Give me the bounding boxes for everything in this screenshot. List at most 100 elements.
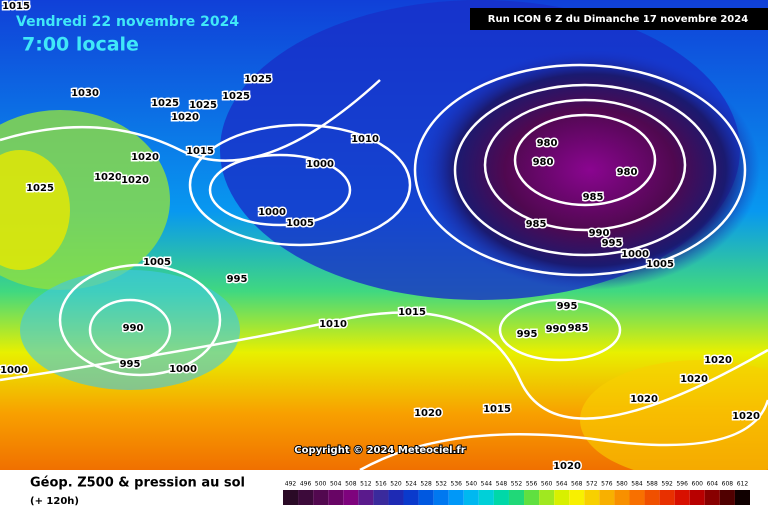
legend-swatch: [478, 490, 494, 505]
field: [20, 270, 240, 390]
legend-swatch: [448, 490, 464, 505]
legend-swatch: [463, 490, 479, 505]
legend-label: 524: [405, 481, 417, 488]
legend-swatch: [689, 490, 705, 505]
isobar-label: 995: [227, 274, 248, 285]
isobar-label: 990: [589, 228, 610, 239]
legend-swatch: [403, 490, 419, 505]
footer-title: Géop. Z500 & pression au sol: [30, 476, 245, 491]
legend-label: 560: [541, 481, 553, 488]
legend-label: 568: [571, 481, 583, 488]
legend-label: 580: [616, 481, 628, 488]
isobar-label: 1000: [169, 364, 197, 375]
isobar-label: 1015: [483, 404, 511, 415]
legend-swatch: [418, 490, 434, 505]
isobar-label: 980: [533, 157, 554, 168]
isobar-label: 995: [517, 329, 538, 340]
legend-label: 548: [496, 481, 508, 488]
isobar-label: 1025: [189, 100, 217, 111]
isobar-label: 1020: [171, 112, 199, 123]
copyright: Copyright © 2024 Meteociel.fr: [294, 445, 465, 456]
legend-swatch: [584, 490, 600, 505]
isobar-label: 1010: [351, 134, 379, 145]
legend-swatch: [734, 490, 750, 505]
isobar-label: 1025: [222, 91, 250, 102]
isobar-label: 1020: [732, 411, 760, 422]
legend-label: 608: [722, 481, 734, 488]
isobar-label: 1020: [704, 355, 732, 366]
legend-label: 604: [707, 481, 719, 488]
isobar-label: 1020: [680, 374, 708, 385]
isobar-label: 1020: [94, 172, 122, 183]
field: [0, 150, 70, 270]
isobar-label: 980: [537, 138, 558, 149]
legend-swatch: [629, 490, 645, 505]
isobar-label: 1000: [258, 207, 286, 218]
legend-swatch: [719, 490, 735, 505]
legend-swatch: [358, 490, 374, 505]
isobars: [0, 63, 768, 472]
legend-swatch: [298, 490, 314, 505]
legend-swatch: [328, 490, 344, 505]
isobar-label: 1025: [244, 74, 272, 85]
legend-label: 508: [345, 481, 357, 488]
legend-swatch: [313, 490, 329, 505]
legend-swatch: [508, 490, 525, 505]
legend-swatch: [524, 490, 540, 505]
legend-label: 588: [646, 481, 658, 488]
time: 7:00 locale: [22, 34, 139, 56]
legend-label: 544: [481, 481, 493, 488]
isobar-label: 1005: [286, 218, 314, 229]
isobar-label: 985: [526, 219, 547, 230]
footer-lead: (+ 120h): [30, 496, 79, 507]
isobar-label: 1010: [319, 319, 347, 330]
isobar-label: 1020: [553, 461, 581, 472]
isobar-label: 1015: [398, 307, 426, 318]
legend-swatch: [644, 490, 660, 505]
isobar-label: 1005: [143, 257, 171, 268]
legend-label: 552: [511, 481, 523, 488]
legend-swatch: [388, 490, 404, 505]
isobar-label: 1000: [306, 159, 334, 170]
legend-label: 496: [300, 481, 312, 488]
legend-swatch: [554, 490, 570, 505]
legend-swatch: [433, 490, 449, 505]
legend-label: 564: [556, 481, 568, 488]
isobar-label: 1020: [131, 152, 159, 163]
legend-label: 584: [631, 481, 643, 488]
legend-label: 612: [737, 481, 749, 488]
isobar-label: 1030: [71, 88, 99, 99]
isobar-label: 1000: [621, 249, 649, 260]
isobar-label: 1015: [186, 146, 214, 157]
legend-label: 492: [285, 481, 297, 488]
legend-label: 600: [692, 481, 704, 488]
legend-label: 516: [375, 481, 387, 488]
legend-label: 572: [586, 481, 598, 488]
legend-swatch: [569, 490, 585, 505]
isobar-label: 995: [120, 359, 141, 370]
legend-label: 540: [466, 481, 478, 488]
legend-label: 556: [526, 481, 538, 488]
isobar-label: 995: [557, 301, 578, 312]
legend-swatch: [373, 490, 389, 505]
run-box: [470, 8, 768, 30]
isobar-label: 1015: [2, 1, 30, 12]
legend-label: 500: [315, 481, 327, 488]
legend-swatch: [614, 490, 630, 505]
isobar-label: 1020: [630, 394, 658, 405]
legend-label: 528: [420, 481, 432, 488]
legend-swatch: [599, 490, 615, 505]
legend-swatch: [539, 490, 555, 505]
legend-swatch: [343, 490, 359, 505]
legend-swatch: [659, 490, 675, 505]
isobar-label: 980: [617, 167, 638, 178]
isobar-label: 985: [568, 323, 589, 334]
legend-label: 520: [390, 481, 402, 488]
legend-swatch: [674, 490, 690, 505]
isobar-label: 1000: [0, 365, 28, 376]
isobar-label: 1025: [151, 98, 179, 109]
isobar-label: 990: [546, 324, 567, 335]
legend-swatch: [704, 490, 720, 505]
